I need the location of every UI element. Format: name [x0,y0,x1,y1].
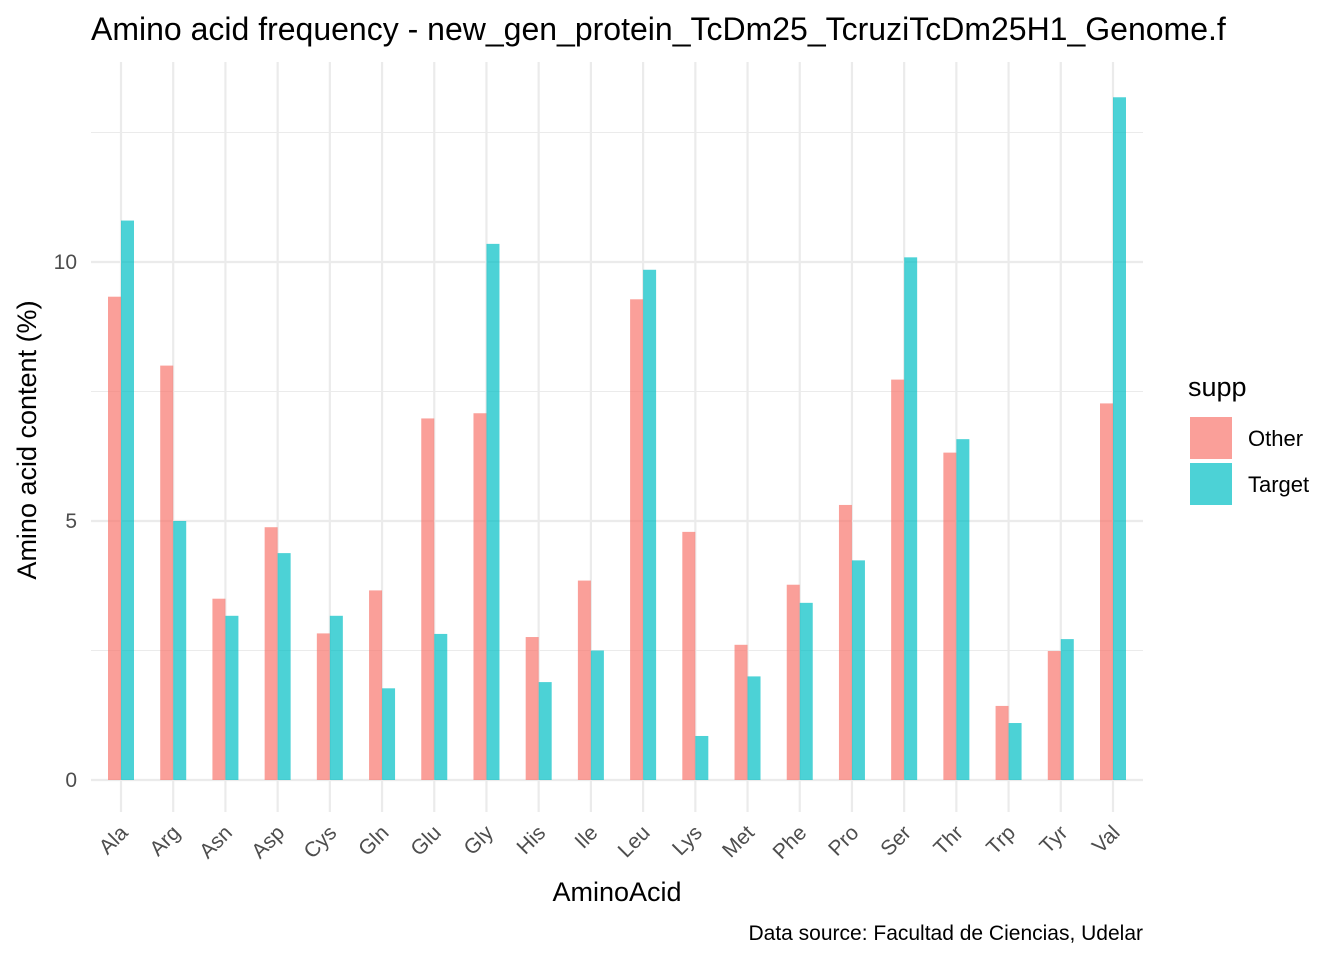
bar-other-gln [369,590,383,780]
bar-other-arg [160,365,174,780]
legend-label-other: Other [1248,426,1303,451]
bar-target-met [747,676,761,780]
x-tick-label: Cys [300,821,342,863]
y-tick-label: 5 [65,510,77,533]
y-axis-title: Amino acid content (%) [12,300,42,579]
bar-target-asn [225,615,239,780]
x-tick-label: Tyr [1035,821,1072,858]
bar-other-ala [108,296,121,780]
bar-other-met [734,644,748,780]
bar-other-tyr [1047,651,1061,780]
x-tick-label: Thr [929,821,968,860]
x-tick-label: Gln [354,821,393,860]
bar-target-leu [643,269,657,780]
x-tick-label: Ser [876,821,915,860]
x-tick-label: Val [1088,821,1125,858]
bar-target-thr [956,439,970,780]
x-tick-label: Met [718,821,759,862]
bar-other-asp [264,527,278,780]
legend-label-target: Target [1248,472,1309,497]
bar-target-phe [799,602,813,780]
chart-caption: Data source: Facultad de Ciencias, Udela… [748,922,1143,945]
legend-title: supp [1188,372,1247,402]
legend: supp Other Target [1188,372,1309,505]
x-tick-label: Asp [247,821,289,863]
bar-other-phe [786,584,800,780]
x-tick-label: Leu [614,821,655,862]
bar-other-leu [630,299,644,780]
x-axis-title: AminoAcid [552,877,681,907]
bar-other-pro [838,504,852,780]
bar-other-asn [212,598,226,780]
bar-other-his [525,637,539,780]
bar-target-pro [851,560,865,780]
x-tick-label: Asn [195,821,237,863]
chart-title: Amino acid frequency - new_gen_protein_T… [91,11,1226,47]
bar-target-ile [590,650,604,780]
bar-target-cys [329,615,343,780]
bar-target-gly [486,243,500,780]
bar-target-tyr [1060,639,1074,780]
x-tick-label: Pro [824,821,863,860]
bar-other-lys [682,531,696,780]
bar-target-arg [173,521,187,780]
bar-other-ser [891,379,905,780]
x-tick-label: Arg [145,821,184,860]
x-tick-label: Gly [459,821,498,860]
bar-target-ser [904,257,918,780]
bar-target-val [1113,97,1126,780]
legend-swatch-other [1190,417,1232,459]
bar-other-trp [995,705,1009,780]
legend-swatch-target [1190,463,1232,505]
bar-other-thr [943,452,957,780]
x-tick-label: Glu [406,821,445,860]
y-tick-label: 0 [65,769,77,792]
x-tick-label: His [513,821,551,859]
x-tick-label: Ile [570,821,602,853]
bar-other-ile [577,580,591,780]
bar-other-cys [316,633,330,780]
x-tick-label: Phe [769,821,812,864]
grid-layer [91,62,1143,812]
bar-target-asp [277,553,291,780]
x-tick-label: Ala [95,821,133,859]
bar-target-gln [382,688,396,780]
bar-layer [108,97,1126,780]
x-tick-label: Lys [668,821,707,860]
bar-target-lys [695,735,709,780]
bar-target-his [538,682,552,780]
bar-other-val [1100,403,1113,780]
bar-other-glu [421,418,435,780]
bar-target-trp [1008,723,1022,780]
bar-other-gly [473,413,487,780]
x-tick-label: Trp [982,821,1020,859]
y-tick-label: 10 [54,251,77,274]
bar-target-glu [434,633,448,780]
bar-target-ala [121,220,134,780]
